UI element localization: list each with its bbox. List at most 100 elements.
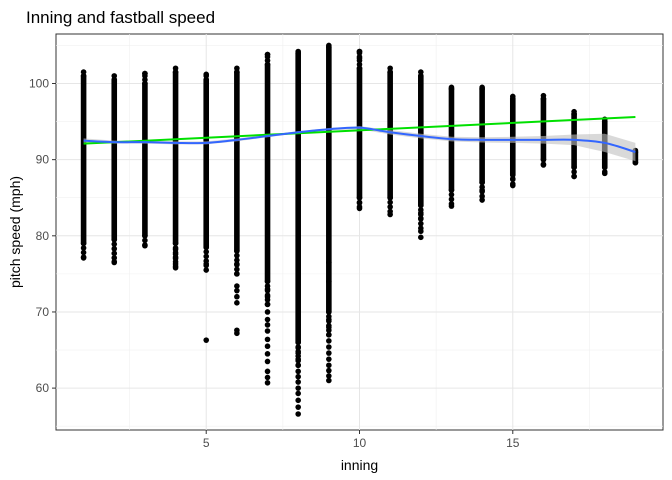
data-point xyxy=(111,241,118,247)
data-point xyxy=(203,253,210,260)
data-point xyxy=(111,236,118,243)
data-point xyxy=(448,203,455,209)
data-point xyxy=(326,356,332,362)
data-point xyxy=(387,194,393,201)
data-point xyxy=(264,358,271,365)
data-point xyxy=(264,278,271,285)
y-axis-ticks: 60 70 80 90 100 xyxy=(29,77,56,395)
inning-column-12 xyxy=(418,69,424,241)
data-point xyxy=(326,350,332,356)
data-point xyxy=(234,287,240,294)
data-point xyxy=(295,373,301,380)
y-axis-title: pitch speed (mph) xyxy=(7,176,23,288)
linear-fit-line xyxy=(83,116,636,145)
data-point xyxy=(295,411,301,417)
data-point xyxy=(172,246,179,253)
data-point xyxy=(326,377,332,384)
inning-column-14 xyxy=(479,84,485,203)
data-point xyxy=(509,182,516,189)
data-point xyxy=(264,336,271,343)
x-axis-title: inning xyxy=(341,457,378,473)
data-point xyxy=(172,261,179,267)
data-point xyxy=(264,368,271,375)
data-point xyxy=(326,367,332,374)
data-point xyxy=(234,293,240,300)
data-point xyxy=(80,255,87,261)
data-point xyxy=(295,339,301,346)
data-point xyxy=(356,55,363,62)
data-point xyxy=(172,65,179,72)
inning-column-10 xyxy=(356,48,363,212)
inning-column-8 xyxy=(295,48,301,417)
data-point xyxy=(540,92,547,99)
inning-column-9 xyxy=(326,42,332,384)
data-point xyxy=(326,338,332,344)
data-point xyxy=(234,248,240,254)
data-point xyxy=(601,164,608,171)
data-point xyxy=(448,191,455,198)
data-point xyxy=(264,351,271,357)
data-point xyxy=(295,356,301,362)
inning-column-6 xyxy=(234,65,240,337)
data-point xyxy=(172,240,179,247)
data-point xyxy=(203,249,210,255)
data-point xyxy=(326,42,332,49)
data-point xyxy=(234,266,240,273)
data-point xyxy=(264,316,271,323)
x-axis-ticks: 5 10 15 xyxy=(203,430,520,450)
data-point xyxy=(142,237,148,244)
data-point xyxy=(111,258,118,265)
data-point xyxy=(632,159,639,166)
data-point xyxy=(571,108,577,115)
inning-column-13 xyxy=(448,84,455,209)
y-tick-label: 100 xyxy=(29,77,49,91)
data-point xyxy=(264,374,271,381)
data-point xyxy=(264,328,271,334)
data-point xyxy=(264,379,271,386)
data-point xyxy=(326,362,332,369)
data-point xyxy=(264,343,271,350)
data-point xyxy=(509,175,516,182)
data-point xyxy=(418,69,424,75)
data-point xyxy=(387,65,393,72)
data-point xyxy=(234,271,240,277)
data-point xyxy=(295,368,301,375)
data-point xyxy=(418,210,424,216)
data-point xyxy=(418,228,424,235)
data-point xyxy=(203,261,210,267)
data-point xyxy=(295,385,301,391)
data-point xyxy=(264,286,271,292)
data-point xyxy=(448,187,455,193)
data-point xyxy=(142,233,148,239)
data-point xyxy=(172,251,179,257)
data-point xyxy=(295,48,301,55)
x-tick-label: 10 xyxy=(353,436,367,450)
data-point xyxy=(356,200,363,206)
data-point xyxy=(111,245,118,252)
data-point xyxy=(234,261,240,267)
x-tick-label: 15 xyxy=(506,436,520,450)
data-point xyxy=(295,344,301,351)
data-point xyxy=(80,240,87,247)
data-point xyxy=(418,220,424,227)
data-point xyxy=(601,170,608,177)
data-point xyxy=(295,390,301,397)
data-point xyxy=(326,259,332,266)
data-point xyxy=(203,244,210,251)
chart-title: Inning and fastball speed xyxy=(26,8,215,27)
data-point xyxy=(387,199,393,206)
data-point xyxy=(172,255,179,262)
data-point xyxy=(203,71,210,78)
data-point xyxy=(264,293,271,300)
data-points xyxy=(80,42,639,417)
data-point xyxy=(356,48,363,55)
inning-column-7 xyxy=(264,51,271,386)
data-point xyxy=(326,324,332,330)
data-point xyxy=(264,51,271,58)
y-tick-label: 80 xyxy=(36,229,50,243)
data-point xyxy=(571,169,577,175)
loess-line xyxy=(83,126,636,153)
data-point xyxy=(387,211,393,218)
data-point xyxy=(80,245,87,251)
data-point xyxy=(326,278,332,285)
